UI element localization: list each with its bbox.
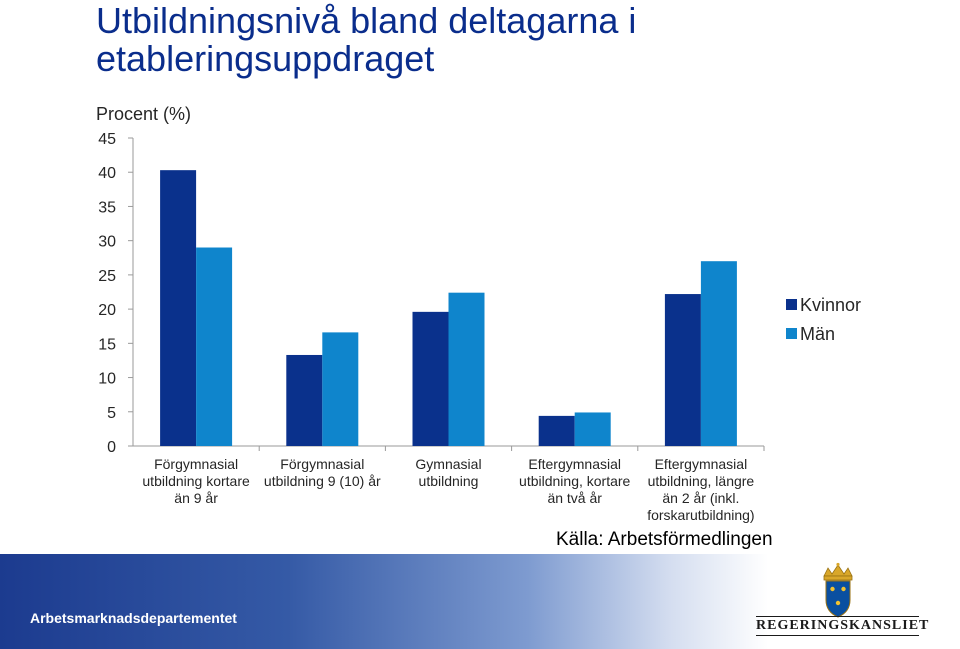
x-category-label: Förgymnasial utbildning kortare än 9 år [142,456,250,506]
legend-swatch [786,328,797,339]
x-category-label: Eftergymnasial utbildning, längre än 2 år … [647,456,754,523]
x-category-label: Eftergymnasial utbildning, kortare än två … [519,456,631,506]
y-tick-label: 35 [98,199,116,216]
department-name: Arbetsmarknadsdepartementet [30,610,237,626]
bar-kvinnor [160,170,197,446]
bar-kvinnor [412,311,449,446]
bar-kvinnor [538,415,575,446]
y-tick-label: 20 [98,302,116,319]
y-tick-label: 40 [98,165,116,182]
bar-man [574,412,611,446]
bar-kvinnor [286,354,323,446]
regeringskansliet-logo: REGERINGSKANSLIET [756,562,930,642]
bar-man [322,332,359,446]
crown-shield-icon [823,562,853,618]
bar-chart: 0 5 10 15 20 25 30 35 40 45 Förgymnasial utbildning… [98,131,861,523]
bar-man [448,292,485,446]
footer-band [0,554,960,649]
logo-rule-bottom [756,635,919,636]
x-category-label: Förgymnasial utbildning 9 (10) år [264,456,381,489]
y-tick-label: 5 [107,405,116,422]
y-tick-label: 15 [98,336,116,353]
y-tick-label: 10 [98,371,116,388]
y-axis-unit-label: Procent (%) [96,104,192,124]
x-category-label: Gymnasial utbildning [415,456,481,489]
logo-rule-top [756,616,919,617]
y-tick-label: 25 [98,268,116,285]
y-tick-label: 0 [107,439,116,456]
y-tick-label: 45 [98,131,116,148]
bar-man [700,261,737,446]
legend-label: Män [800,324,835,344]
y-tick-label: 30 [98,234,116,251]
bar-kvinnor [664,294,701,446]
legend-label: Kvinnor [800,295,861,315]
legend-swatch [786,299,797,310]
logo-text: REGERINGSKANSLIET [756,618,930,633]
slide-title: Utbildningsnivå bland deltagarna i etabl… [96,0,637,79]
bar-man [196,247,233,446]
source-note: Källa: Arbetsförmedlingen [556,529,773,550]
